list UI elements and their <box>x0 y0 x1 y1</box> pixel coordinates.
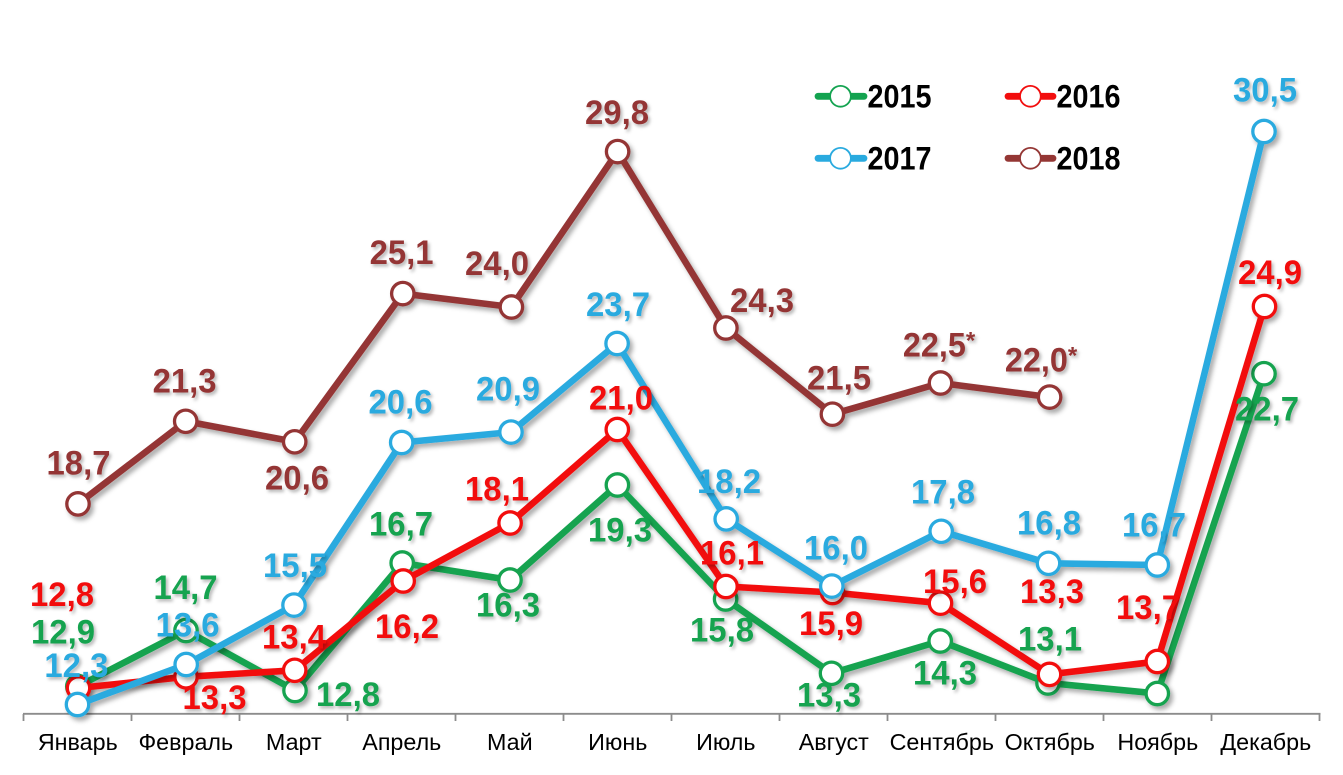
svg-text:30,5: 30,5 <box>1233 72 1297 110</box>
svg-text:16,0: 16,0 <box>804 530 868 568</box>
svg-text:24,9: 24,9 <box>1238 254 1302 292</box>
svg-text:23,7: 23,7 <box>586 286 650 324</box>
svg-text:14,3: 14,3 <box>913 655 977 693</box>
svg-text:21,3: 21,3 <box>153 363 217 401</box>
svg-text:16,8: 16,8 <box>1017 505 1081 543</box>
svg-text:12,9: 12,9 <box>31 614 95 652</box>
svg-text:2018: 2018 <box>1057 140 1121 176</box>
svg-text:13,3: 13,3 <box>1020 573 1084 611</box>
svg-text:24,3: 24,3 <box>730 282 794 320</box>
svg-text:2015: 2015 <box>868 78 932 114</box>
svg-text:12,3: 12,3 <box>44 647 108 685</box>
svg-text:19,3: 19,3 <box>588 512 652 550</box>
svg-text:18,7: 18,7 <box>47 445 111 483</box>
svg-text:16,1: 16,1 <box>700 535 764 573</box>
svg-text:24,0: 24,0 <box>465 245 529 283</box>
svg-text:18,1: 18,1 <box>465 471 529 509</box>
svg-text:Декабрь: Декабрь <box>1220 729 1311 755</box>
svg-text:21,0: 21,0 <box>589 380 653 418</box>
svg-text:15,6: 15,6 <box>923 563 987 601</box>
svg-text:13,4: 13,4 <box>262 619 326 657</box>
svg-text:22,7: 22,7 <box>1235 391 1299 429</box>
svg-text:16,7: 16,7 <box>369 506 433 544</box>
svg-text:22,0*: 22,0* <box>1005 342 1078 380</box>
svg-text:12,8: 12,8 <box>316 676 380 714</box>
svg-text:22,5*: 22,5* <box>903 327 976 365</box>
svg-text:13,7: 13,7 <box>1116 589 1180 627</box>
svg-text:Октябрь: Октябрь <box>1005 729 1095 755</box>
svg-text:29,8: 29,8 <box>585 94 649 132</box>
svg-text:Май: Май <box>487 729 533 755</box>
svg-text:13,6: 13,6 <box>156 607 220 645</box>
svg-text:12,8: 12,8 <box>30 576 94 614</box>
svg-text:16,7: 16,7 <box>1122 507 1186 545</box>
svg-text:Июнь: Июнь <box>588 729 647 755</box>
svg-text:Апрель: Апрель <box>362 729 441 755</box>
svg-text:Январь: Январь <box>38 729 118 755</box>
svg-text:20,9: 20,9 <box>476 371 540 409</box>
svg-text:Март: Март <box>266 729 322 755</box>
svg-text:20,6: 20,6 <box>265 460 329 498</box>
svg-text:2016: 2016 <box>1057 78 1121 114</box>
svg-text:13,3: 13,3 <box>797 677 861 715</box>
svg-text:14,7: 14,7 <box>154 569 218 607</box>
svg-text:Август: Август <box>799 729 869 755</box>
svg-text:17,8: 17,8 <box>911 474 975 512</box>
svg-text:25,1: 25,1 <box>370 234 434 272</box>
svg-text:21,5: 21,5 <box>807 360 871 398</box>
svg-text:16,3: 16,3 <box>476 587 540 625</box>
svg-text:Июль: Июль <box>696 729 755 755</box>
svg-text:13,1: 13,1 <box>1018 621 1082 659</box>
svg-text:15,8: 15,8 <box>690 612 754 650</box>
svg-text:Февраль: Февраль <box>138 729 233 755</box>
svg-text:15,9: 15,9 <box>799 605 863 643</box>
svg-text:Сентябрь: Сентябрь <box>890 729 994 755</box>
svg-text:13,3: 13,3 <box>183 679 247 717</box>
svg-text:2017: 2017 <box>868 140 932 176</box>
svg-text:Ноябрь: Ноябрь <box>1117 729 1198 755</box>
svg-text:15,5: 15,5 <box>263 547 327 585</box>
svg-text:18,2: 18,2 <box>697 463 761 501</box>
svg-text:16,2: 16,2 <box>375 608 439 646</box>
svg-text:20,6: 20,6 <box>369 383 433 421</box>
